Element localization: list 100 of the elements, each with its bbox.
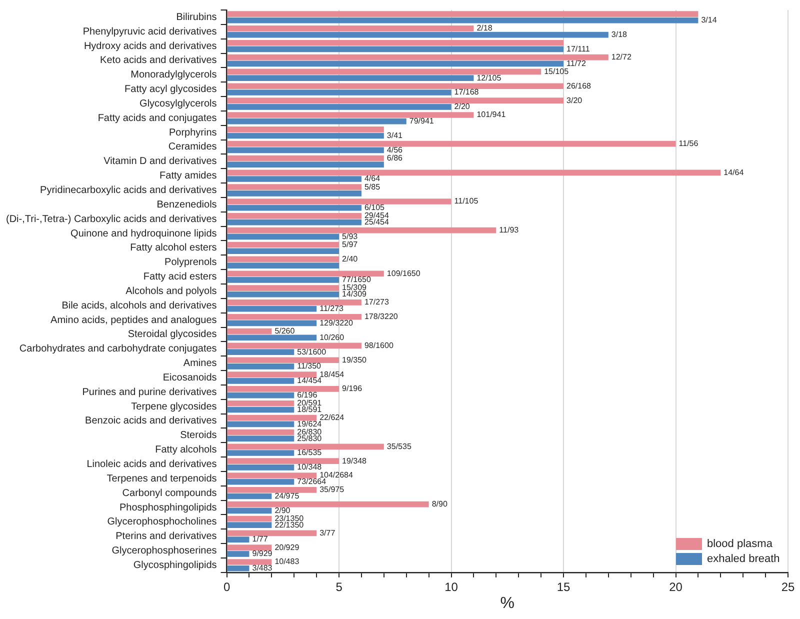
data-label: 101/941	[476, 110, 506, 120]
bar	[227, 227, 496, 234]
x-tick-label: 0	[223, 580, 230, 594]
y-tick-label: Glycosphingolipids	[133, 560, 217, 571]
legend-label: blood plasma	[707, 538, 772, 550]
x-tick-label: 5	[336, 580, 343, 594]
data-label: 12/105	[476, 73, 502, 82]
y-tick-label: Vitamin D and derivatives	[104, 156, 217, 168]
data-label: 23/1350	[274, 514, 304, 523]
x-tick-label: 15	[556, 580, 571, 594]
data-label: 5/97	[342, 240, 358, 249]
y-tick-label: Quinone and hydroquinone lipids	[70, 228, 217, 240]
bar	[227, 565, 250, 572]
bar	[227, 118, 406, 124]
bar	[227, 190, 362, 196]
data-label: 25/454	[364, 217, 390, 226]
data-label: 22/624	[320, 413, 345, 422]
data-label: 12/72	[611, 52, 632, 62]
data-label: 17/111	[566, 44, 590, 54]
data-label: 1/77	[252, 534, 268, 544]
data-label: 26/830	[297, 427, 322, 436]
data-label: 35/535	[386, 442, 412, 451]
data-label: 2/90	[274, 506, 291, 515]
y-tick-label: Fatty alcohol esters	[130, 242, 217, 254]
bar	[227, 256, 340, 262]
y-tick-label: Steroids	[180, 430, 217, 442]
bar	[227, 342, 362, 349]
data-label: 5/93	[342, 232, 358, 241]
y-tick-label: Bile acids, alcohols and derivatives	[62, 300, 217, 312]
bar	[227, 450, 294, 456]
bar	[227, 170, 721, 176]
bar	[227, 248, 340, 254]
bar	[227, 98, 564, 104]
y-tick-label: Hydroxy acids and derivatives	[84, 40, 217, 52]
data-label: 9/196	[342, 384, 363, 394]
bar	[227, 104, 452, 110]
bar	[227, 464, 294, 470]
data-label: 6/86	[386, 153, 404, 162]
bar	[227, 83, 564, 90]
data-label: 3/77	[320, 528, 336, 538]
y-tick-label: Glycerophosphoserines	[112, 546, 217, 557]
data-label: 3/18	[611, 30, 628, 40]
bar	[227, 522, 272, 528]
y-tick-label: Ceramides	[168, 142, 217, 153]
bar	[227, 126, 384, 132]
data-label: 16/535	[297, 448, 322, 458]
bar	[227, 17, 698, 24]
bar	[227, 544, 272, 551]
bar	[227, 501, 429, 508]
data-label: 129/3220	[320, 318, 354, 328]
data-label: 19/350	[342, 355, 368, 364]
data-label: 3/41	[386, 130, 404, 140]
bar	[227, 204, 362, 211]
bar	[227, 508, 272, 514]
y-tick-label: Polyprenols	[164, 257, 217, 268]
data-label: 3/20	[566, 96, 583, 105]
y-tick-label: Fatty acyl glycosides	[124, 84, 217, 96]
y-tick-label: Alcohols and polyols	[126, 286, 217, 297]
bar	[227, 176, 362, 182]
y-tick-label: Benzenediols	[156, 199, 217, 210]
bar	[227, 32, 608, 38]
bar	[227, 328, 272, 334]
data-label: 53/1600	[297, 347, 327, 356]
bar	[227, 198, 452, 204]
bar	[227, 364, 294, 370]
data-label: 17/168	[454, 88, 480, 97]
y-tick-label: Pyridinecarboxylic acids and derivatives	[40, 185, 217, 196]
data-label: 10/260	[320, 332, 345, 342]
y-tick-label: Terpene glycosides	[131, 401, 217, 412]
y-tick-label: Porphyrins	[168, 127, 217, 138]
data-label: 104/2684	[320, 470, 354, 480]
bar	[227, 11, 698, 17]
bar	[227, 140, 676, 147]
bar	[227, 262, 340, 268]
y-tick-label: Phenylpyruvic acid derivatives	[82, 26, 217, 38]
data-label: 4/64	[364, 174, 381, 184]
bar	[227, 40, 564, 46]
data-label: 14/454	[297, 376, 322, 386]
data-label: 9/929	[252, 549, 273, 558]
bar	[227, 277, 340, 283]
data-label: 19/624	[297, 419, 322, 428]
data-label: 19/348	[342, 456, 368, 466]
x-axis-title: %	[500, 594, 515, 612]
data-label: 8/90	[432, 500, 448, 509]
bar	[227, 300, 362, 306]
bar	[227, 406, 294, 413]
bar	[227, 378, 294, 384]
bar	[227, 60, 564, 67]
bar	[227, 54, 608, 60]
bar	[227, 270, 384, 277]
bar	[227, 68, 542, 75]
data-label: 3/483	[252, 564, 273, 573]
bar	[227, 90, 452, 96]
x-tick-label: 20	[669, 580, 683, 594]
bar	[227, 242, 340, 248]
bar	[227, 291, 340, 298]
y-tick-label: Amino acids, peptides and analogues	[50, 314, 217, 326]
data-label: 5/85	[364, 182, 381, 192]
bar	[227, 184, 362, 190]
bar	[227, 357, 340, 364]
